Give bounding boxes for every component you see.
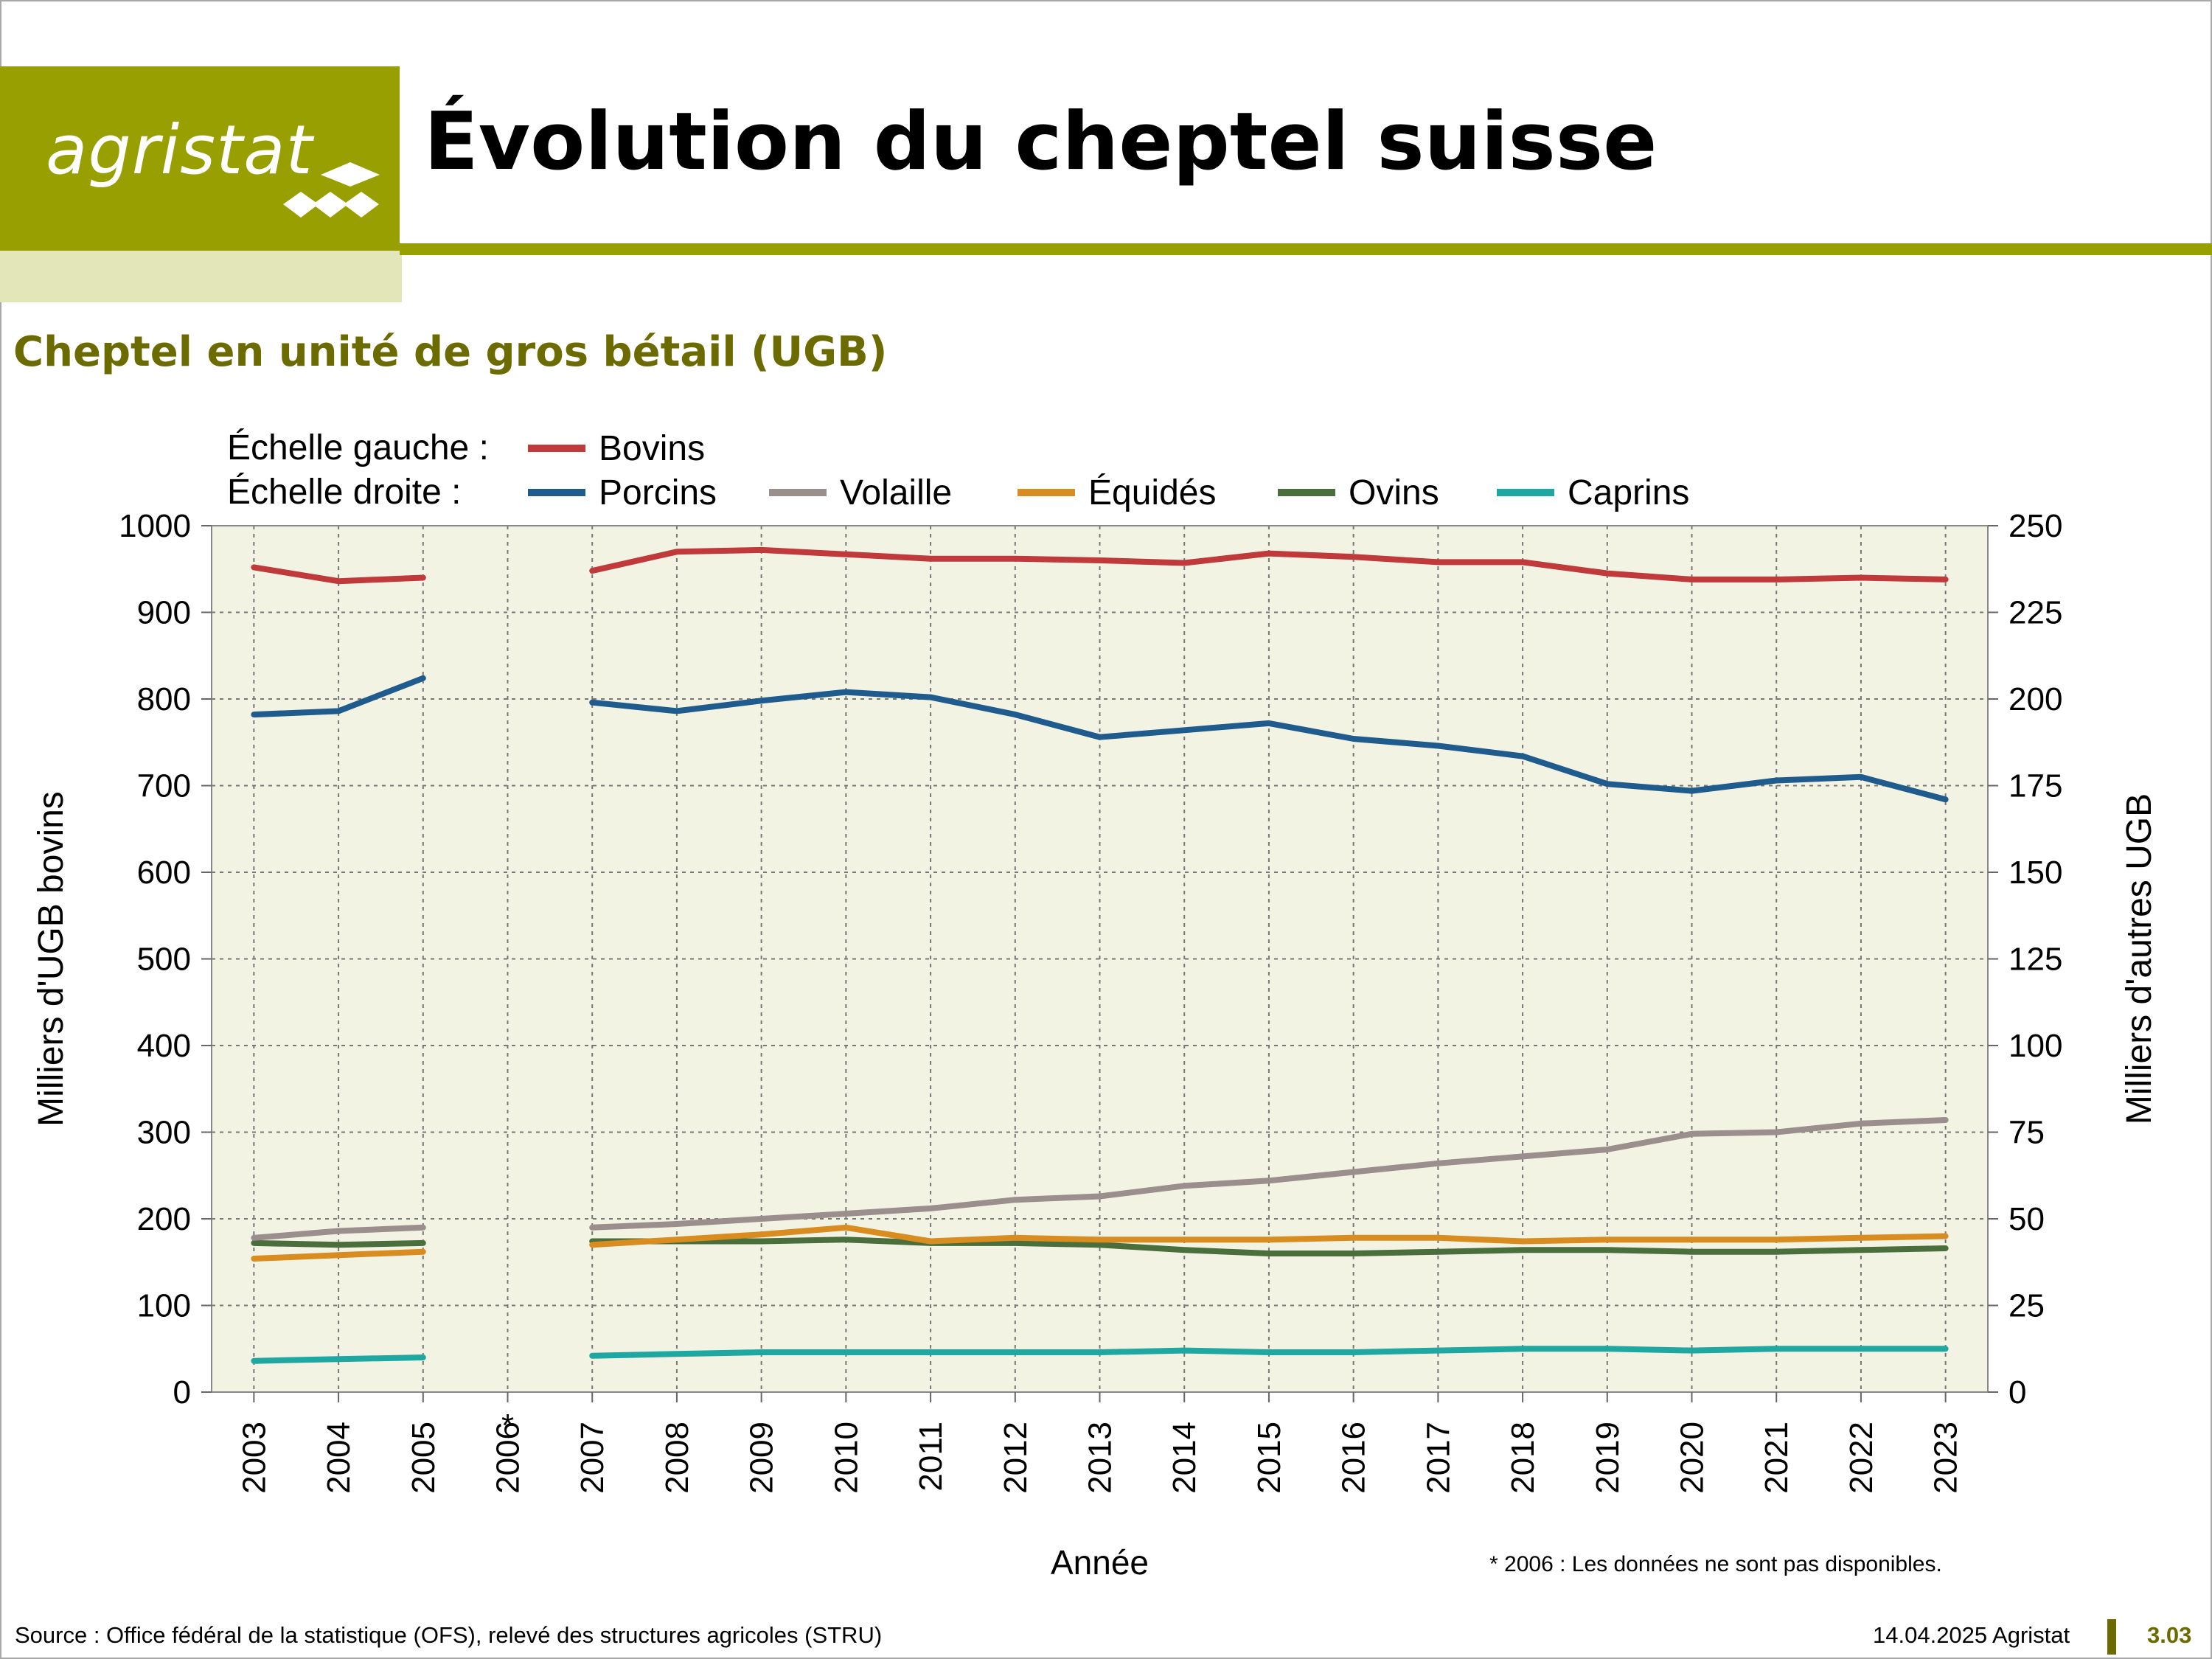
legend-label-ovins: Ovins xyxy=(1349,473,1439,512)
x-tick-label: 2008 xyxy=(659,1422,695,1494)
chart-subtitle: Cheptel en unité de gros bétail (UGB) xyxy=(13,328,888,376)
source-note: Source : Office fédéral de la statistiqu… xyxy=(15,1622,883,1648)
footer-bar xyxy=(2107,1619,2116,1655)
x-axis-title: Année xyxy=(1051,1543,1149,1582)
series-line-volaille xyxy=(589,1117,1949,1231)
series-layer xyxy=(251,546,1949,1364)
y-tick-label-right: 25 xyxy=(2008,1288,2045,1324)
y-tick-label-left: 1000 xyxy=(119,508,191,544)
x-tick-label: 2014 xyxy=(1166,1422,1203,1494)
series-line-bovins xyxy=(589,546,1949,582)
x-tick-label: 2010 xyxy=(828,1422,864,1494)
series-line-porcins xyxy=(251,675,426,718)
x-tick-label: 2016 xyxy=(1336,1422,1372,1494)
x-tick-label: 2013 xyxy=(1082,1422,1119,1494)
axes-layer: 0 0 100 25 200 50 300 75 400 100 500 125 600 150 700 17… xyxy=(32,508,2159,1582)
y-tick-label-right: 200 xyxy=(2008,681,2062,717)
x-tick-label: 2007 xyxy=(574,1422,611,1494)
legend-label-volaille: Volaille xyxy=(840,473,952,512)
series-line-volaille xyxy=(251,1224,426,1241)
x-tick-label: 2003 xyxy=(236,1422,272,1494)
y-tick-label-right: 225 xyxy=(2008,595,2062,631)
plot-area xyxy=(211,525,1989,1393)
y-tick-label-right: 125 xyxy=(2008,942,2062,978)
x-tick-label: 2018 xyxy=(1505,1422,1541,1494)
date-organization: 14.04.2025 Agristat xyxy=(1873,1622,2070,1648)
logo-diamond-icon xyxy=(283,162,380,218)
y-tick-label-left: 300 xyxy=(137,1115,191,1151)
page-number: 3.03 xyxy=(2147,1622,2192,1648)
x-tick-label: 2023 xyxy=(1928,1422,1964,1494)
footnote: * 2006 : Les données ne sont pas disponi… xyxy=(1489,1552,1942,1576)
y-tick-label-right: 75 xyxy=(2008,1115,2045,1151)
series-line-caprins xyxy=(589,1346,1949,1359)
series-line-porcins xyxy=(589,689,1949,803)
missing-data-marker: * xyxy=(501,1408,514,1444)
series-line-ovins xyxy=(589,1237,1949,1256)
y-tick-label-left: 700 xyxy=(137,768,191,804)
chart-legend: Échelle gauche : Échelle droite : Bovins Po… xyxy=(227,428,1689,512)
x-tick-label: 2004 xyxy=(321,1422,357,1494)
y-tick-label-left: 600 xyxy=(137,855,191,891)
y-tick-label-right: 50 xyxy=(2008,1201,2045,1237)
legend-right-scale-label: Échelle droite : xyxy=(227,473,462,512)
title-rule xyxy=(400,243,2212,255)
legend-label-caprins: Caprins xyxy=(1568,473,1689,512)
x-tick-label: 2020 xyxy=(1674,1422,1711,1494)
y-tick-label-right: 0 xyxy=(2008,1374,2026,1411)
x-tick-label: 2019 xyxy=(1590,1422,1626,1494)
y-axis-title-left: Milliers d'UGB bovins xyxy=(32,791,71,1127)
x-tick-label: 2006 xyxy=(490,1422,526,1494)
page-title: Évolution du cheptel suisse xyxy=(424,96,1658,188)
y-tick-label-left: 200 xyxy=(137,1201,191,1237)
series-line-équidés xyxy=(589,1224,1949,1248)
x-tick-label: 2005 xyxy=(406,1422,442,1494)
x-tick-label: 2009 xyxy=(744,1422,780,1494)
series-line-bovins xyxy=(251,564,426,585)
x-tick-label: 2012 xyxy=(998,1422,1034,1494)
y-tick-label-right: 250 xyxy=(2008,508,2062,544)
y-tick-label-right: 100 xyxy=(2008,1028,2062,1064)
y-tick-label-left: 100 xyxy=(137,1288,191,1324)
series-line-ovins xyxy=(251,1239,426,1248)
legend-label-porcins: Porcins xyxy=(599,473,717,512)
agristat-logo xyxy=(0,66,400,251)
x-tick-label: 2015 xyxy=(1251,1422,1287,1494)
x-tick-label: 2021 xyxy=(1759,1422,1795,1494)
x-tick-label: 2017 xyxy=(1420,1422,1456,1494)
y-tick-label-left: 800 xyxy=(137,681,191,717)
y-tick-label-right: 175 xyxy=(2008,768,2062,804)
series-line-équidés xyxy=(251,1248,426,1262)
y-tick-label-left: 900 xyxy=(137,595,191,631)
legend-label-bovins: Bovins xyxy=(599,429,705,468)
y-tick-label-right: 150 xyxy=(2008,855,2062,891)
legend-left-scale-label: Échelle gauche : xyxy=(227,428,489,467)
x-tick-label: 2011 xyxy=(913,1422,949,1492)
logo-text: agristat xyxy=(46,111,313,189)
y-tick-label-left: 0 xyxy=(173,1374,191,1411)
y-tick-label-left: 400 xyxy=(137,1028,191,1064)
y-axis-title-right: Milliers d'autres UGB xyxy=(2120,793,2159,1124)
y-tick-label-left: 500 xyxy=(137,942,191,978)
legend-label-équidés: Équidés xyxy=(1088,473,1216,512)
series-line-caprins xyxy=(251,1354,426,1364)
logo-shadow xyxy=(0,251,402,302)
x-tick-label: 2022 xyxy=(1843,1422,1879,1494)
